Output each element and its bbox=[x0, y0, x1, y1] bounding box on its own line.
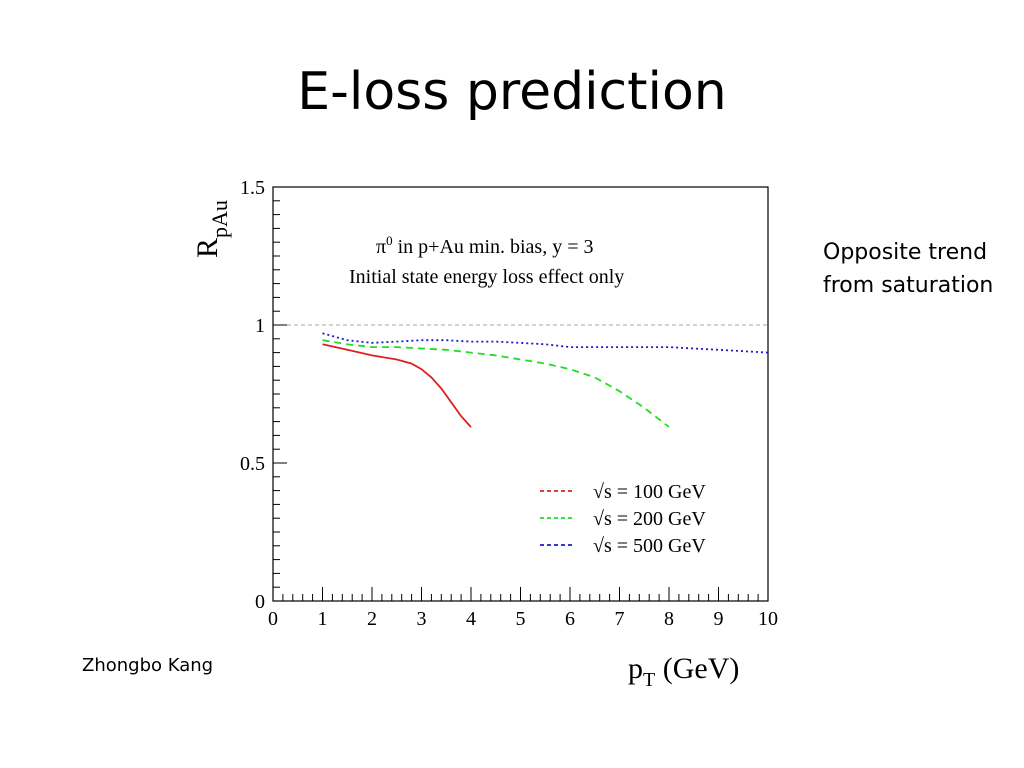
x-axis-label-unit: (GeV) bbox=[655, 652, 739, 685]
side-note-line1: Opposite trend bbox=[823, 240, 988, 265]
legend: √s = 100 GeV √s = 200 GeV √s = 500 GeV bbox=[540, 481, 706, 557]
y-tick-label: 0 bbox=[255, 591, 265, 613]
y-axis-label: RpAu bbox=[191, 200, 232, 258]
x-axis-label: pT (GeV) bbox=[628, 652, 739, 691]
y-axis-label-main: R bbox=[191, 238, 224, 258]
x-tick-label: 8 bbox=[664, 608, 674, 630]
side-note-line2: from saturation bbox=[823, 273, 994, 298]
series-line-3 bbox=[322, 332, 769, 354]
y-tick-label: 0.5 bbox=[240, 453, 265, 475]
x-axis-label-main: p bbox=[628, 652, 643, 685]
chart-title-line2: Initial state energy loss effect only bbox=[349, 266, 624, 288]
x-tick-label: 6 bbox=[565, 608, 575, 630]
y-tick-label: 1 bbox=[255, 315, 265, 337]
series-line-2 bbox=[322, 339, 670, 428]
legend-label-1: √s = 100 GeV bbox=[593, 481, 706, 503]
title-superscript: 0 bbox=[386, 233, 393, 248]
x-tick-label: 5 bbox=[516, 608, 526, 630]
chart-title-line1: π0 in p+Au min. bias, y = 3 bbox=[376, 233, 594, 258]
x-tick-label: 9 bbox=[714, 608, 724, 630]
slide-title: E-loss prediction bbox=[297, 62, 727, 122]
x-tick-label: 0 bbox=[268, 608, 278, 630]
y-axis-label-sub: pAu bbox=[207, 200, 232, 238]
x-tick-label: 1 bbox=[318, 608, 328, 630]
side-note: Opposite trend from saturation bbox=[823, 236, 1018, 302]
x-tick-label: 2 bbox=[367, 608, 377, 630]
x-tick-label: 3 bbox=[417, 608, 427, 630]
x-tick-label: 10 bbox=[758, 608, 778, 630]
x-tick-label: 7 bbox=[615, 608, 625, 630]
author-name: Zhongbo Kang bbox=[82, 655, 214, 676]
legend-label-3: √s = 500 GeV bbox=[593, 535, 706, 557]
legend-label-2: √s = 200 GeV bbox=[593, 508, 706, 530]
x-axis-label-sub: T bbox=[643, 669, 655, 691]
series-line-1 bbox=[322, 343, 472, 428]
title-pi-symbol: π bbox=[376, 236, 386, 258]
y-tick-label: 1.5 bbox=[240, 177, 265, 199]
title-rest: in p+Au min. bias, y = 3 bbox=[393, 236, 594, 258]
x-tick-label: 4 bbox=[466, 608, 476, 630]
